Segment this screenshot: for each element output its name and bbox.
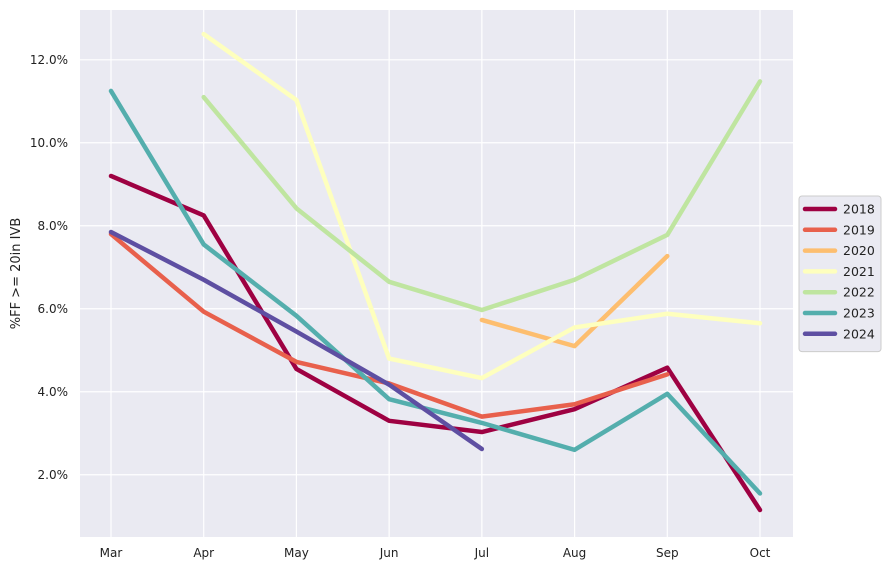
x-axis-ticks: Mar Apr May Jun Jul Aug Sep Oct [100, 546, 771, 560]
x-tick-label: Aug [563, 546, 586, 560]
x-tick-label: Apr [193, 546, 214, 560]
plot-area [80, 10, 793, 537]
legend-label: 2020 [843, 243, 875, 258]
series-line-2021 [201, 31, 763, 381]
series-line-2018 [108, 173, 763, 513]
y-tick-label: 8.0% [38, 219, 69, 233]
legend-label: 2022 [843, 285, 875, 300]
series-line-2022 [201, 79, 763, 313]
x-tick-label: May [284, 546, 309, 560]
x-tick-label: Jul [474, 546, 489, 560]
x-tick-label: Mar [100, 546, 123, 560]
series-line-2024 [108, 229, 485, 452]
x-tick-label: Sep [656, 546, 679, 560]
legend-label: 2023 [843, 306, 875, 321]
legend-label: 2018 [843, 202, 875, 217]
y-tick-label: 10.0% [30, 136, 68, 150]
legend-label: 2021 [843, 264, 875, 279]
x-tick-label: Jun [379, 546, 399, 560]
y-axis-label: %FF >= 20in IVB [9, 218, 24, 330]
y-tick-label: 12.0% [30, 53, 68, 67]
y-tick-label: 6.0% [38, 302, 69, 316]
y-tick-label: 2.0% [38, 468, 69, 482]
series-line-2020 [479, 253, 670, 349]
legend-label: 2024 [843, 326, 875, 341]
x-tick-label: Oct [750, 546, 771, 560]
series-lines [108, 31, 763, 513]
y-tick-label: 4.0% [38, 385, 69, 399]
legend-label: 2019 [843, 222, 875, 237]
y-axis-ticks: 2.0% 4.0% 6.0% 8.0% 10.0% 12.0% [30, 53, 68, 482]
series-line-2023 [108, 88, 763, 496]
legend: 2018 2019 2020 2021 2022 2023 2024 [798, 195, 882, 353]
